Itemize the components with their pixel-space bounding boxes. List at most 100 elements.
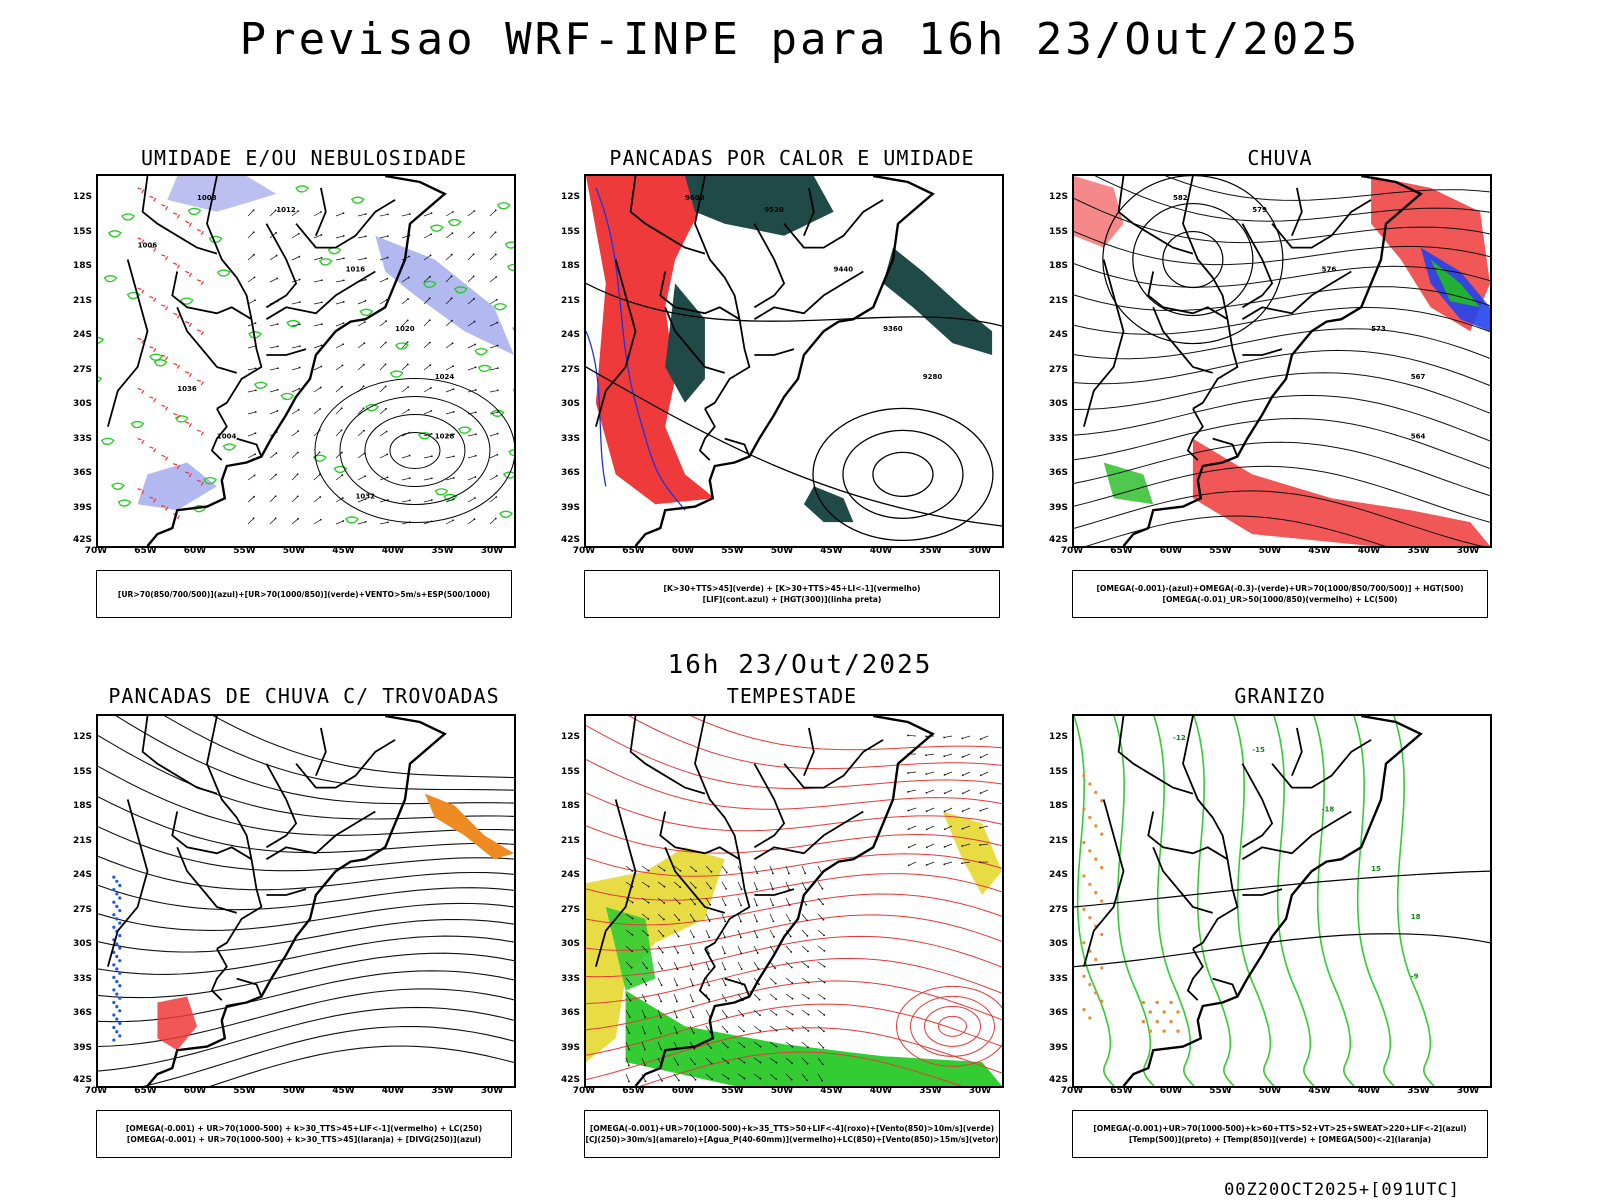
wind-vector-head (275, 254, 278, 257)
wind-vector (423, 342, 431, 349)
contour-label: 1020 (395, 325, 415, 333)
wind-vector-head (677, 952, 679, 954)
wind-vector-head (804, 888, 807, 891)
contour-label: 1016 (346, 265, 366, 273)
contour-line (314, 378, 514, 523)
wind-vector-head (791, 1045, 794, 1048)
thickness-contour (184, 371, 193, 380)
wind-vector (962, 735, 971, 739)
state-border (664, 306, 725, 374)
wind-vector (641, 961, 648, 969)
wind-vector (489, 433, 498, 437)
wind-vector (247, 254, 255, 261)
wind-vector-head (364, 213, 367, 215)
omega-dot (1162, 1010, 1166, 1014)
wind-vector-head (663, 885, 666, 888)
wind-vector-head (275, 452, 278, 455)
thickness-contour (184, 421, 193, 430)
state-border (1212, 437, 1239, 457)
state-border (1147, 811, 1228, 860)
state-border (694, 716, 751, 950)
wind-vector-head (496, 321, 499, 324)
divergence-dot (118, 908, 122, 913)
contour-line (1102, 176, 1284, 345)
wind-vector (962, 861, 971, 864)
wind-vector-head (298, 345, 301, 348)
streamline (212, 716, 514, 779)
wind-vector-head (430, 477, 433, 480)
wind-vector (721, 1009, 727, 1017)
wind-vector-head (452, 498, 455, 501)
humidity-contour (389, 370, 404, 378)
latitude-tick-label: 21S (560, 835, 580, 846)
wind-vector (817, 1009, 825, 1016)
latitude-tick-label: 33S (1048, 433, 1068, 444)
wind-vector-head (276, 367, 279, 370)
state-border (315, 727, 327, 777)
omega-dot (1094, 857, 1098, 861)
contour-label: 1006 (138, 242, 158, 250)
longitude-tick-label: 60W (183, 1086, 207, 1096)
thickness-contour (149, 496, 157, 505)
wind-vector-head (452, 388, 455, 391)
wind-vector-head (647, 901, 650, 904)
wind-vector (657, 961, 663, 970)
wind-vector-head (691, 984, 694, 987)
wind-vector-head (386, 213, 389, 216)
wind-vector (379, 408, 387, 415)
state-border (266, 888, 307, 896)
wind-vector (944, 861, 953, 865)
forecast-map: 1008 1012 1016 1020 1024 1028 1032 1036 1006 1004 (96, 174, 516, 548)
wind-vector-head (708, 968, 710, 971)
wind-vector-head (791, 997, 794, 1000)
divergence-dot (115, 942, 119, 946)
wind-vector-head (790, 966, 793, 969)
wind-vector-head (274, 209, 277, 212)
state-border (1241, 223, 1274, 309)
wind-vector-head (663, 869, 666, 872)
contour-label: -18 (1322, 805, 1335, 813)
streamline (1074, 372, 1490, 414)
wind-vector (721, 977, 726, 986)
wind-vector (379, 386, 386, 393)
thickness-contour (137, 387, 145, 396)
wind-vector (247, 496, 255, 503)
wind-vector (357, 521, 366, 525)
longitude-tick-label: 60W (1159, 546, 1183, 556)
wind-vector (335, 452, 343, 459)
wind-vector-head (430, 387, 432, 389)
streamline (586, 957, 1002, 1005)
streamline (98, 952, 514, 999)
wind-vector (944, 771, 953, 776)
wind-vector-head (364, 257, 367, 260)
wind-vector (721, 865, 728, 873)
wind-vector-head (473, 297, 475, 300)
latitude-tick-label: 15S (560, 226, 580, 237)
state-border (265, 223, 298, 309)
omega-dot (1094, 790, 1098, 794)
wind-vector (705, 929, 710, 938)
wind-vector (737, 1009, 744, 1017)
wind-vector (769, 961, 776, 969)
wind-vector (291, 301, 300, 305)
wind-vector-head (727, 1077, 730, 1080)
omega-dot (1148, 1029, 1152, 1033)
streamline (98, 1006, 514, 1072)
wind-vector (801, 913, 808, 921)
wind-vector-head (386, 235, 389, 238)
longitude-tick-label: 35W (919, 546, 942, 556)
wind-vector-head (724, 920, 727, 923)
wind-vector (357, 257, 366, 261)
divergence-dot (112, 900, 116, 904)
wind-vector-head (807, 997, 810, 1000)
wind-vector-head (943, 773, 946, 776)
wind-vector-head (775, 1078, 778, 1080)
wind-vector-head (296, 451, 299, 454)
shaded-area (586, 176, 715, 505)
wind-vector-head (451, 342, 454, 345)
humidity-contour (117, 499, 132, 507)
wind-vector (313, 234, 322, 239)
wind-vector (673, 865, 681, 872)
divergence-dot (118, 1021, 122, 1025)
humidity-contour (149, 353, 163, 361)
